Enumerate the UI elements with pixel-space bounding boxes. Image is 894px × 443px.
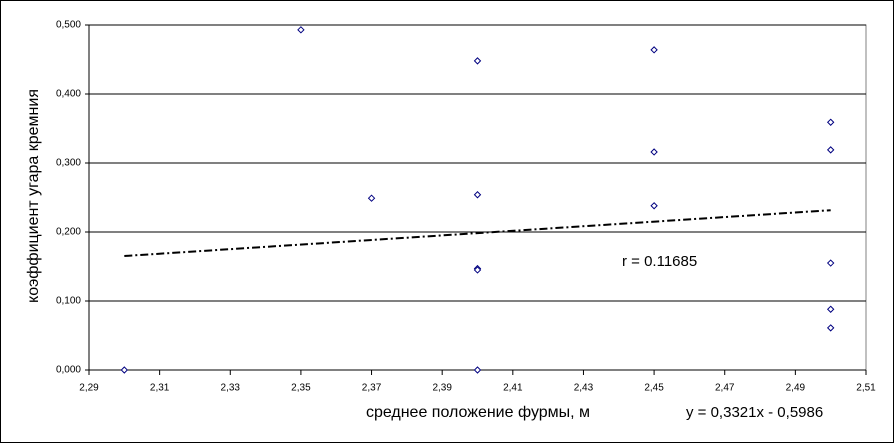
x-tick-label: 2,37 [362, 383, 382, 394]
equation-note: y = 0,3321x - 0,5986 [686, 404, 823, 421]
data-point [120, 366, 129, 374]
y-tick-label: 0,000 [56, 365, 81, 376]
x-tick-label: 2,47 [715, 383, 735, 394]
x-tick-label: 2,39 [432, 383, 452, 394]
data-point [826, 305, 835, 313]
correlation-note: r = 0.11685 [622, 253, 697, 270]
x-tick-label: 2,45 [644, 383, 664, 394]
data-point [297, 26, 305, 34]
x-tick-label: 2,43 [574, 383, 594, 394]
data-point [473, 266, 482, 274]
data-point [826, 118, 835, 126]
x-tick-label: 2,33 [221, 383, 241, 394]
data-point [826, 324, 835, 332]
data-point [650, 46, 658, 54]
data-point [650, 202, 658, 210]
data-point [826, 146, 835, 154]
x-tick-label: 2,49 [786, 383, 806, 394]
y-tick-label: 0,200 [56, 227, 81, 238]
x-tick-label: 2,51 [856, 383, 876, 394]
data-point [367, 194, 376, 202]
x-tick-label: 2,41 [503, 383, 523, 394]
trendline [124, 209, 831, 258]
y-tick-label: 0,300 [56, 158, 81, 169]
data-point [473, 191, 482, 199]
y-axis-title: коэффициент угара кремния [25, 89, 42, 303]
y-tick-label: 0,400 [56, 89, 81, 100]
y-tick-label: 0,500 [56, 20, 81, 31]
x-axis-title: среднее положение фурмы, м [366, 404, 590, 421]
x-tick-label: 2,35 [291, 383, 311, 394]
data-point [650, 148, 658, 156]
data-point [473, 366, 482, 374]
y-tick-label: 0,100 [56, 296, 81, 307]
data-point [473, 57, 482, 65]
x-tick-label: 2,29 [79, 383, 99, 394]
data-point [826, 259, 835, 267]
x-tick-label: 2,31 [150, 383, 170, 394]
